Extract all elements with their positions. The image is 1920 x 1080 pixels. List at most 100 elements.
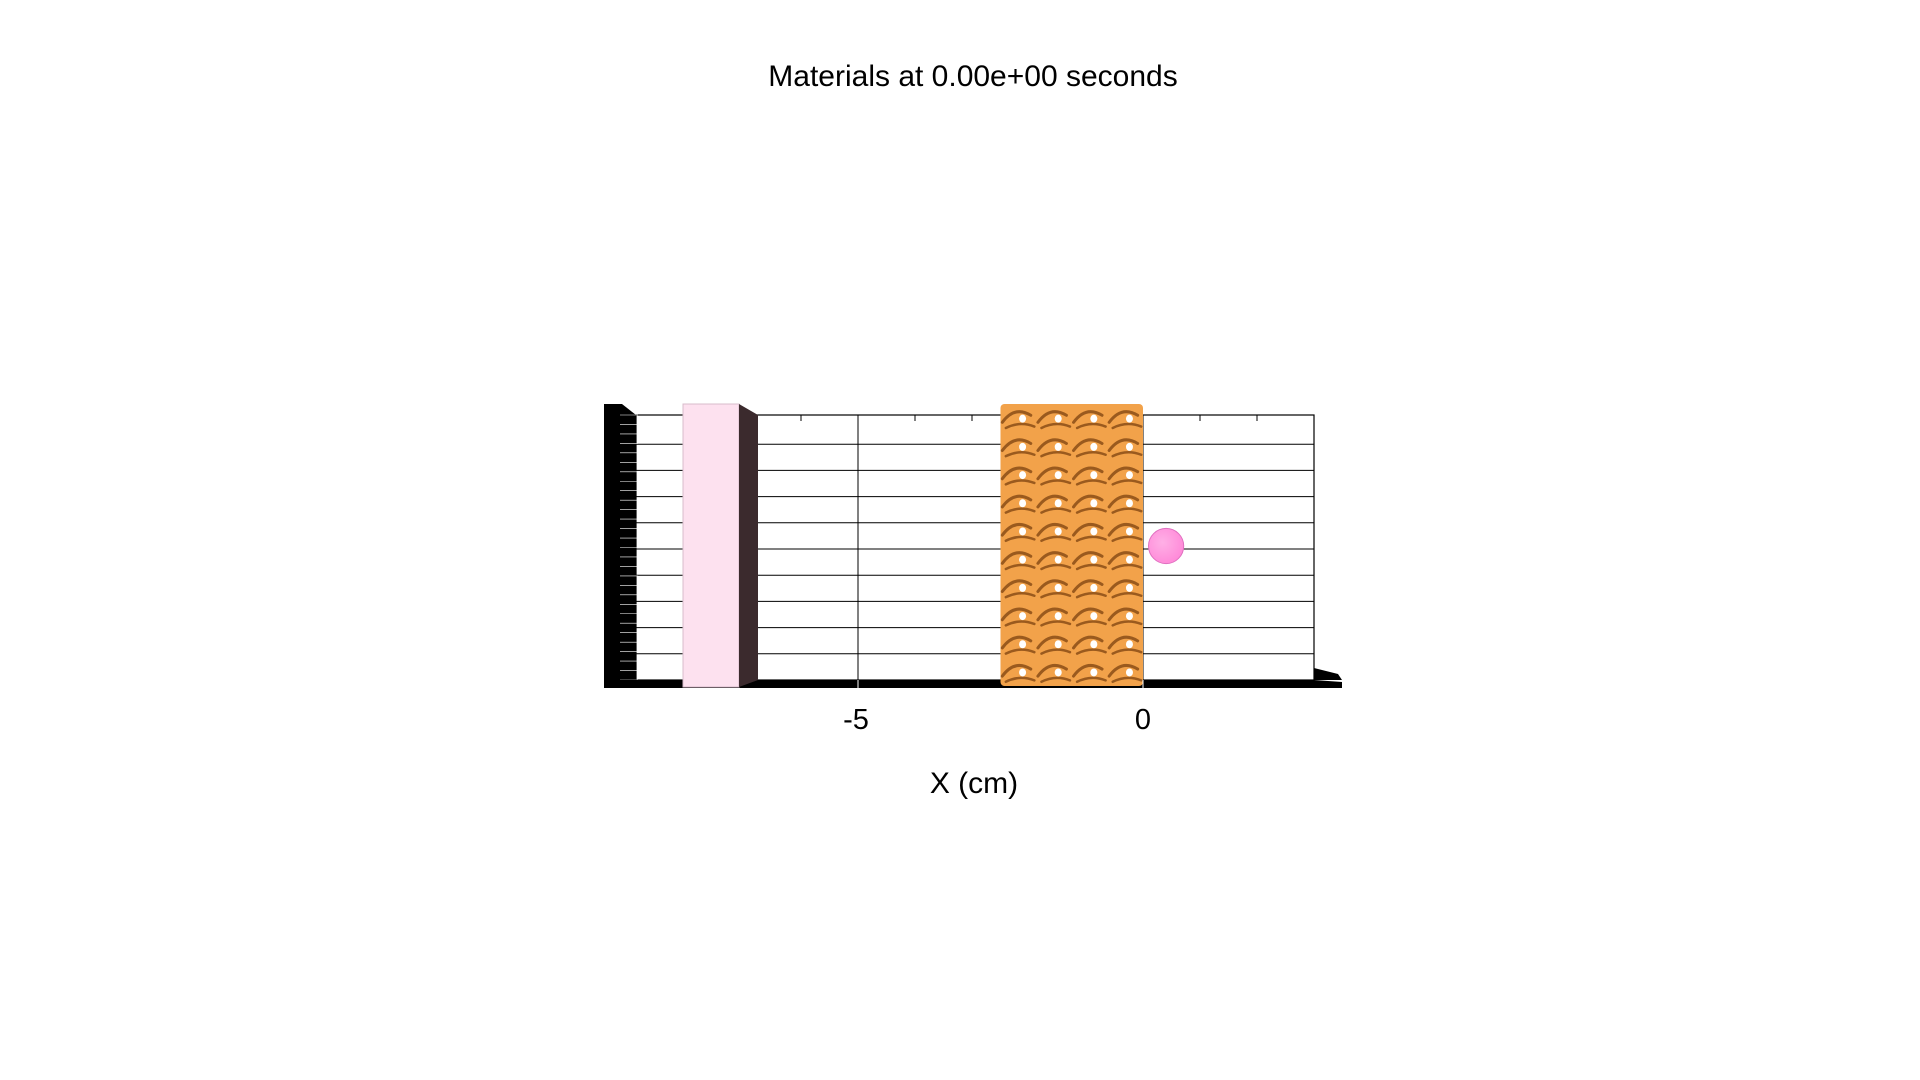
axes-frame <box>604 404 1342 688</box>
lattice-strut-shadow <box>1000 410 1033 424</box>
lattice-strut-shadow <box>1004 563 1036 571</box>
lattice-pore <box>1054 442 1062 451</box>
lattice-strut-shadow <box>1107 551 1140 565</box>
floor-corner <box>1314 668 1342 680</box>
lattice-strut-shadow <box>1004 422 1036 430</box>
lattice-strut-shadow <box>1107 466 1140 481</box>
lattice-strut-shadow <box>1036 663 1068 678</box>
lattice-strut-shadow <box>1000 663 1033 678</box>
lattice-strut-shadow <box>1040 620 1072 627</box>
lattice-pore <box>1054 555 1062 564</box>
lattice-pore <box>1090 583 1098 592</box>
lattice-strut-shadow <box>1111 676 1143 684</box>
lattice-strut-shadow <box>1000 522 1033 537</box>
lattice-pore <box>1019 471 1027 480</box>
lattice-strut-shadow <box>1000 635 1033 650</box>
lattice-pore <box>1090 442 1098 451</box>
lattice-strut-shadow <box>1036 579 1068 594</box>
lattice-pore <box>1019 583 1027 592</box>
lattice-pore <box>1125 527 1133 536</box>
scene-objects <box>682 403 1185 688</box>
slab-front-face <box>682 403 740 688</box>
lattice-strut-shadow <box>1040 648 1072 655</box>
lattice-strut-shadow <box>1072 551 1104 565</box>
lattice-strut-shadow <box>1111 451 1143 458</box>
slab-object <box>682 403 758 688</box>
lattice-strut-shadow <box>1075 648 1107 655</box>
lattice-strut-shadow <box>1111 507 1143 514</box>
lattice-pore <box>1125 555 1133 564</box>
lattice-strut-shadow <box>1004 535 1036 543</box>
left-wall <box>604 404 636 688</box>
lattice-body <box>1000 404 1143 686</box>
lattice-strut-shadow <box>1072 438 1104 453</box>
lattice-strut-shadow <box>1040 479 1072 486</box>
lattice-strut-shadow <box>1000 551 1033 565</box>
lattice-strut-shadow <box>1111 648 1143 655</box>
lattice-strut-shadow <box>1107 410 1140 424</box>
lattice-pore <box>1090 668 1098 677</box>
lattice-strut-shadow <box>1004 648 1036 655</box>
lattice-strut-shadow <box>1111 563 1143 571</box>
lattice-strut-shadow <box>1075 479 1107 486</box>
lattice-strut-shadow <box>1107 522 1140 537</box>
lattice-strut-shadow <box>1072 466 1104 481</box>
lattice-strut-shadow <box>1075 676 1107 684</box>
lattice-pore <box>1054 527 1062 536</box>
lattice-strut-shadow <box>1075 451 1107 458</box>
lattice-strut-shadow <box>1072 663 1104 678</box>
lattice-strut-shadow <box>1075 422 1107 430</box>
floor <box>604 680 1342 688</box>
lattice-pore <box>1125 583 1133 592</box>
lattice-strut-shadow <box>1111 479 1143 486</box>
lattice-pore <box>1019 640 1027 649</box>
lattice-pore <box>1090 640 1098 649</box>
lattice-strut-shadow <box>1111 592 1143 599</box>
lattice-strut-shadow <box>1075 592 1107 599</box>
lattice-strut-shadow <box>1072 494 1104 509</box>
x-axis-label: X (cm) <box>930 767 1018 800</box>
lattice-strut-shadow <box>1000 579 1033 594</box>
lattice-strut-shadow <box>1107 607 1140 622</box>
lattice-pore <box>1090 612 1098 621</box>
lattice-pore <box>1054 499 1062 508</box>
x-axis-ticks: -5 0 <box>843 680 1151 736</box>
lattice-pore <box>1090 471 1098 480</box>
sphere-object <box>1148 527 1185 565</box>
lattice-strut-shadow <box>1004 451 1036 458</box>
lattice-pore <box>1125 471 1133 480</box>
lattice-strut-shadow <box>1040 422 1072 430</box>
lattice-pore <box>1019 442 1027 451</box>
lattice-strut-shadow <box>1107 635 1140 650</box>
lattice-pore <box>1019 527 1027 536</box>
lattice-pore <box>1125 668 1133 677</box>
lattice-strut-shadow <box>1075 535 1107 543</box>
lattice-strut-shadow <box>1036 607 1068 622</box>
lattice-strut-shadow <box>1040 563 1072 571</box>
lattice-strut-shadow <box>1000 438 1033 453</box>
lattice-strut-shadow <box>1072 607 1104 622</box>
lattice-pore <box>1054 612 1062 621</box>
lattice-strut-shadow <box>1004 507 1036 514</box>
lattice-pore <box>1054 583 1062 592</box>
lattice-strut-shadow <box>1036 410 1068 424</box>
lattice-pore <box>1019 668 1027 677</box>
lattice-strut-shadow <box>1111 620 1143 627</box>
lattice-strut-shadow <box>1107 579 1140 594</box>
lattice-pore <box>1125 612 1133 621</box>
lattice-strut-shadow <box>1040 451 1072 458</box>
lattice-strut-shadow <box>1000 494 1033 509</box>
lattice-strut-shadow <box>1004 479 1036 486</box>
lattice-strut-shadow <box>1040 507 1072 514</box>
lattice-strut-shadow <box>1072 410 1104 424</box>
lattice-pore <box>1054 471 1062 480</box>
lattice-strut-shadow <box>1000 466 1033 481</box>
lattice-strut-shadow <box>1036 438 1068 453</box>
lattice-strut-shadow <box>1004 676 1036 684</box>
lattice-pore <box>1090 499 1098 508</box>
lattice-strut-shadow <box>1040 535 1072 543</box>
lattice-strut-shadow <box>1111 422 1143 430</box>
lattice-pore <box>1019 499 1027 508</box>
lattice-strut-shadow <box>1036 635 1068 650</box>
